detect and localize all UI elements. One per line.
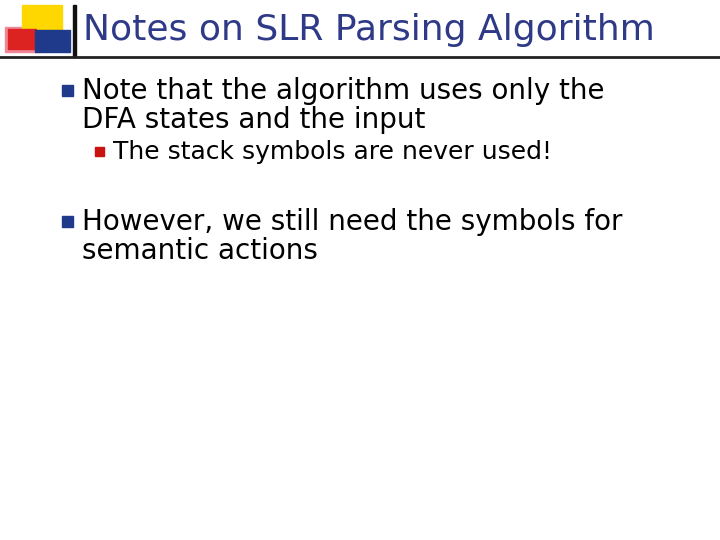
Text: Note that the algorithm uses only the: Note that the algorithm uses only the [82,77,605,105]
Bar [62,85,73,96]
Bar [62,216,73,227]
Text: The stack symbols are never used!: The stack symbols are never used! [113,140,552,164]
Bar [5,27,40,52]
Bar [8,29,36,49]
Bar [35,30,70,52]
Text: semantic actions: semantic actions [82,237,318,265]
Bar [73,5,76,57]
Text: However, we still need the symbols for: However, we still need the symbols for [82,208,623,236]
Bar [22,5,62,35]
Bar [95,147,104,156]
Text: Notes on SLR Parsing Algorithm: Notes on SLR Parsing Algorithm [83,13,655,47]
Text: DFA states and the input: DFA states and the input [82,106,426,134]
